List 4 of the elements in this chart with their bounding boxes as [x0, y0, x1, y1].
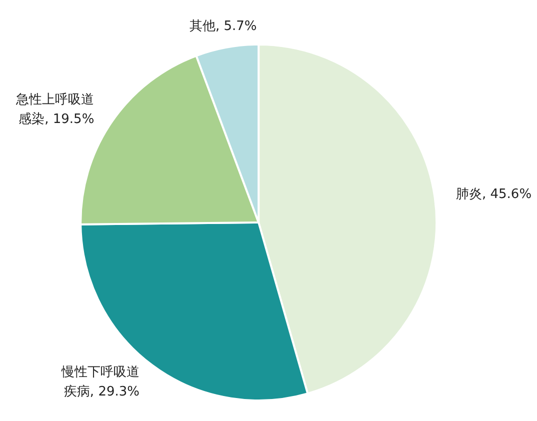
- slice-label: 慢性下呼吸道疾病, 29.3%: [60, 365, 140, 400]
- slice-label: 急性上呼吸道感染, 19.5%: [15, 92, 94, 127]
- slice-label: 其他, 5.7%: [189, 18, 257, 34]
- slice-label: 肺炎, 45.6%: [456, 187, 532, 202]
